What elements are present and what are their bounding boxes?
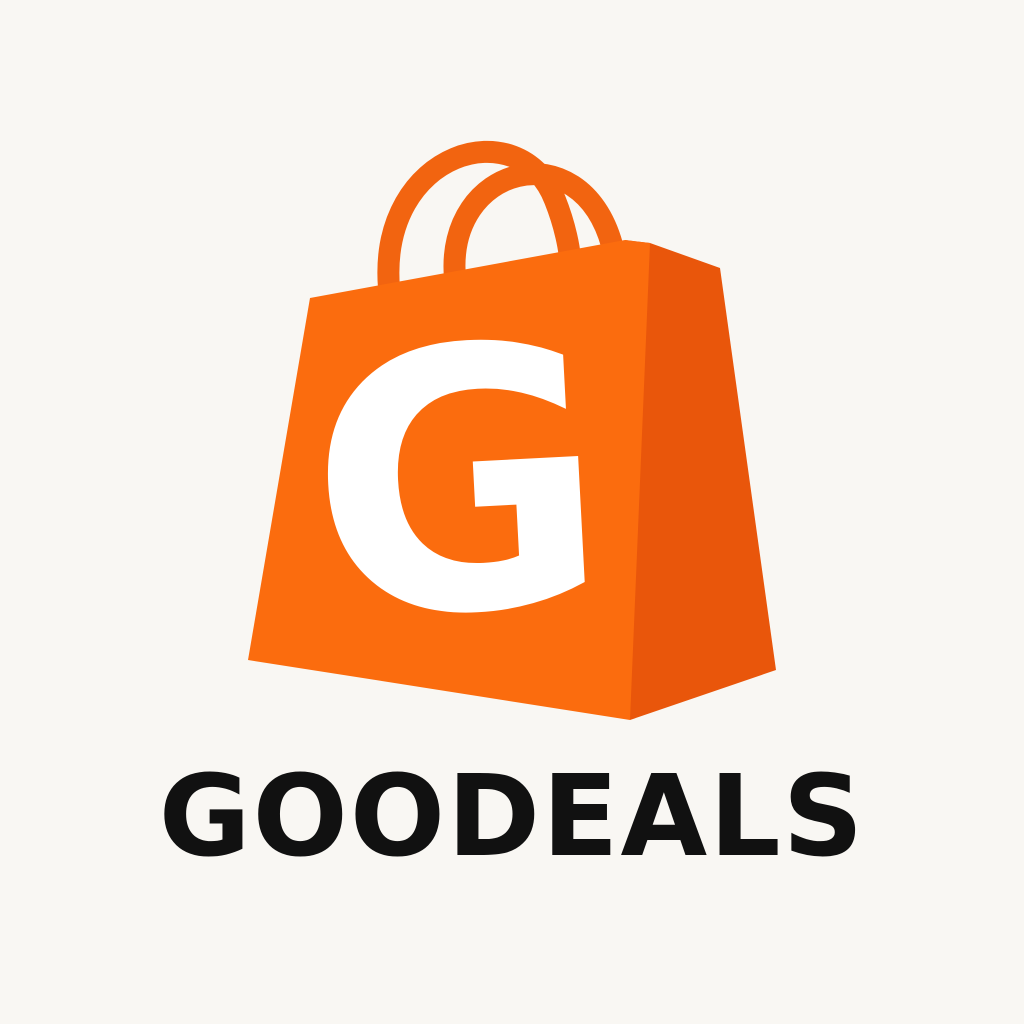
shopping-bag-icon: G <box>248 140 776 720</box>
bag-side-panel <box>625 240 776 720</box>
bag-handle-back <box>377 140 581 299</box>
bag-monogram: G <box>300 267 617 701</box>
brand-wordmark: GOODEALS <box>158 752 866 882</box>
bag-front-panel <box>248 240 650 720</box>
bag-handle-front <box>443 163 623 289</box>
